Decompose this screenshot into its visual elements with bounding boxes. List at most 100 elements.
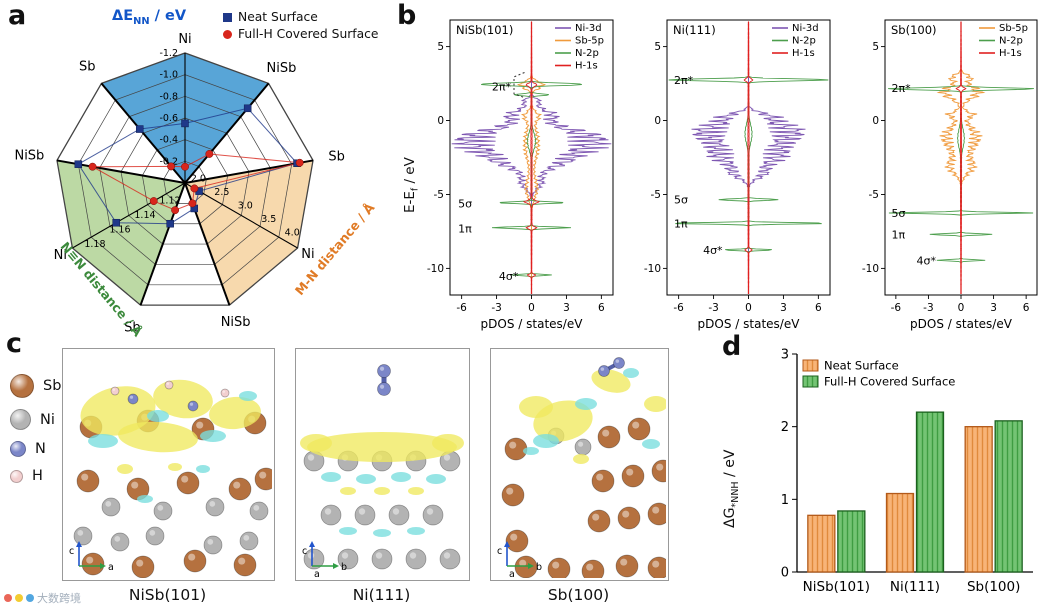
svg-text:-3: -3 — [708, 302, 718, 314]
svg-text:N-2p: N-2p — [999, 36, 1023, 47]
svg-text:0: 0 — [781, 566, 789, 581]
svg-text:0: 0 — [745, 302, 752, 314]
svg-text:-0.6: -0.6 — [159, 113, 178, 124]
svg-text:-10: -10 — [644, 263, 661, 275]
radar-title: ΔENN / eV — [112, 8, 186, 27]
svg-text:NiSb: NiSb — [266, 61, 296, 76]
svg-text:4σ*: 4σ* — [703, 244, 723, 257]
bar-chart: 0 1 2 3 NiSb(101) Ni(111) Sb(100) Neat Surface F… — [781, 348, 1033, 595]
svg-text:-0.2: -0.2 — [159, 156, 178, 167]
bar-neat-Ni(111) — [885, 492, 915, 573]
svg-text:1: 1 — [781, 493, 789, 508]
structure-panel-sb100: c a b — [490, 348, 675, 583]
watermark-dot-icon — [15, 594, 23, 602]
svg-text:-5: -5 — [651, 189, 661, 201]
atom-legend-h: H — [10, 468, 61, 484]
svg-text:c: c — [497, 546, 502, 557]
svg-text:Sb(100): Sb(100) — [891, 23, 937, 37]
svg-text:2π*: 2π* — [492, 81, 512, 94]
svg-text:3: 3 — [563, 302, 570, 314]
svg-text:a: a — [314, 569, 320, 578]
neat-square-marker — [223, 13, 232, 22]
atom-legend-sb: Sb — [10, 374, 61, 398]
svg-text:-6: -6 — [456, 302, 467, 314]
legend-item-fullh: Full-H Covered Surface — [223, 26, 378, 43]
svg-text:6: 6 — [815, 302, 822, 314]
svg-text:Ni(111): Ni(111) — [673, 23, 716, 37]
svg-text:c: c — [302, 546, 307, 557]
svg-text:pDOS / states/eV: pDOS / states/eV — [698, 317, 801, 331]
legend-label-neat: Neat Surface — [238, 10, 318, 24]
svg-text:1π: 1π — [674, 217, 688, 230]
svg-text:Ni: Ni — [54, 248, 67, 263]
panel-c-label: c — [6, 328, 23, 359]
svg-text:NiSb: NiSb — [221, 315, 251, 330]
svg-text:4.0: 4.0 — [285, 228, 300, 239]
svg-text:-3: -3 — [923, 302, 933, 314]
svg-text:1.12: 1.12 — [159, 195, 180, 206]
svg-text:a: a — [108, 562, 114, 573]
svg-text:Sb: Sb — [328, 149, 345, 164]
radar-title-post: / eV — [149, 8, 187, 24]
svg-text:5σ: 5σ — [458, 197, 472, 210]
svg-text:H-1s: H-1s — [999, 48, 1022, 59]
radar-title-pre: ΔE — [112, 8, 134, 24]
structure-caption-nisb101: NiSb(101) — [128, 586, 207, 604]
svg-text:b: b — [341, 562, 347, 573]
structure-caption-ni111: Ni(111) — [352, 586, 411, 604]
bar-fullh-Sb(100) — [994, 420, 1023, 573]
svg-text:-1.2: -1.2 — [159, 48, 178, 59]
svg-text:H-1s: H-1s — [575, 61, 598, 72]
svg-text:3.0: 3.0 — [238, 201, 253, 212]
svg-text:-10: -10 — [427, 263, 444, 275]
svg-text:Sb-5p: Sb-5p — [999, 23, 1028, 34]
atom-legend-ni: Ni — [10, 409, 61, 430]
svg-text:3.5: 3.5 — [261, 214, 276, 225]
svg-text:4σ*: 4σ* — [499, 270, 519, 283]
svg-text:-6: -6 — [673, 302, 684, 314]
structure-image-ni111: c a b — [300, 364, 464, 580]
structure-image-nisb101: ca — [69, 379, 278, 579]
svg-text:Sb: Sb — [124, 321, 141, 336]
svg-text:1.16: 1.16 — [109, 224, 130, 235]
svg-text:0: 0 — [528, 302, 535, 314]
svg-text:2.5: 2.5 — [214, 187, 229, 198]
svg-text:2π*: 2π* — [892, 82, 912, 95]
watermark-dot-icon — [26, 594, 34, 602]
structure-caption-sb100: Sb(100) — [547, 586, 610, 604]
svg-text:5: 5 — [654, 41, 661, 53]
atom-legend: Sb Ni N H — [10, 374, 61, 484]
svg-text:Sb: Sb — [79, 60, 96, 75]
panel-a-label: a — [8, 0, 27, 31]
svg-text:Ni(111): Ni(111) — [890, 579, 940, 595]
watermark: 大数跨境 — [4, 590, 81, 606]
svg-text:NiSb: NiSb — [14, 149, 44, 164]
svg-text:3: 3 — [781, 348, 789, 363]
svg-text:1π: 1π — [892, 228, 906, 241]
svg-text:-3: -3 — [491, 302, 501, 314]
radar-chart: Sb Ni NiSb Sb Ni NiSb Sb Ni NiSb -0.2 -0.4 -0.6 -0.8… — [14, 32, 377, 340]
svg-text:0: 0 — [437, 115, 444, 127]
svg-text:Ni-3d: Ni-3d — [575, 23, 602, 34]
fullh-circle-marker — [223, 30, 232, 39]
svg-text:1.14: 1.14 — [134, 210, 155, 221]
svg-text:2π*: 2π* — [674, 74, 694, 87]
svg-text:Ni: Ni — [178, 32, 191, 47]
bar-y-axis-label: ΔG*NNH / eV — [722, 449, 741, 528]
svg-text:6: 6 — [598, 302, 605, 314]
watermark-dot-icon — [4, 594, 12, 602]
svg-text:4σ*: 4σ* — [916, 254, 936, 267]
svg-text:Sb(100): Sb(100) — [967, 579, 1020, 595]
svg-text:N-2p: N-2p — [575, 48, 599, 59]
svg-text:-0.8: -0.8 — [159, 91, 178, 102]
svg-text:c: c — [69, 546, 74, 557]
n-sphere-icon — [10, 441, 26, 457]
svg-text:-5: -5 — [434, 189, 444, 201]
svg-text:-5: -5 — [869, 189, 879, 201]
svg-text:pDOS / states/eV: pDOS / states/eV — [481, 317, 584, 331]
svg-text:3: 3 — [780, 302, 787, 314]
radar-legend: Neat Surface Full-H Covered Surface — [223, 9, 378, 43]
bar-fullh-Ni(111) — [915, 411, 945, 573]
svg-text:0: 0 — [958, 302, 965, 314]
